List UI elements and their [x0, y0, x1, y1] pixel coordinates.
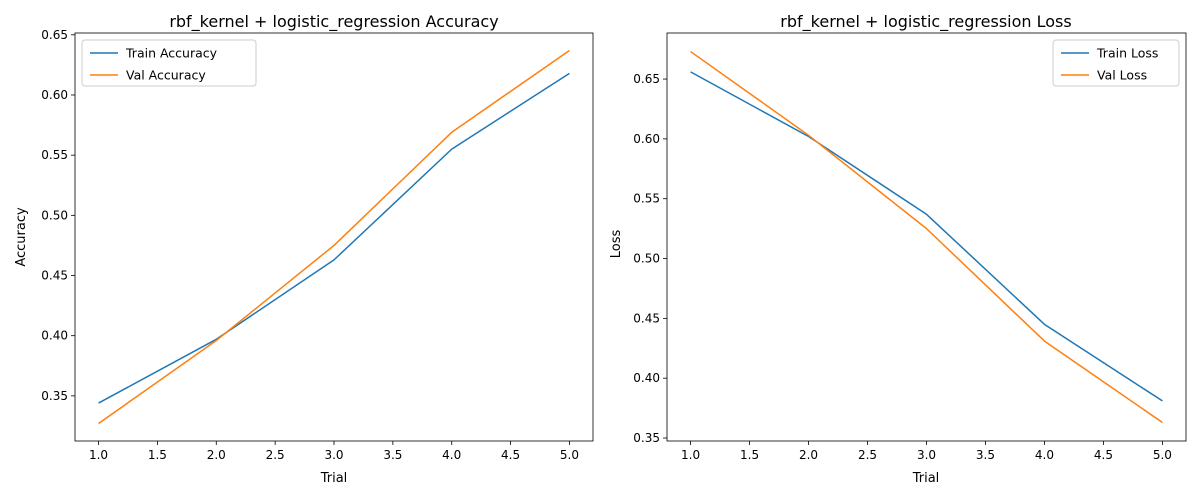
loss-y-tick-label: 0.45	[633, 311, 660, 325]
loss-x-tick-label: 1.5	[740, 448, 759, 462]
loss-x-tick-label: 3.5	[976, 448, 995, 462]
loss-chart-title: rbf_kernel + logistic_regression Loss	[780, 12, 1071, 32]
loss-legend-label-2: Val Loss	[1097, 68, 1147, 83]
accuracy-y-tick-label: 0.35	[41, 389, 68, 403]
accuracy-x-tick-label: 5.0	[560, 448, 579, 462]
loss-y-tick-label: 0.60	[633, 132, 660, 146]
accuracy-legend: Train Accuracy Val Accuracy	[81, 39, 257, 87]
loss-x-axis-label: Trial	[912, 471, 940, 486]
loss-plot-frame	[666, 32, 1187, 442]
accuracy-series-line-1	[98, 72, 570, 404]
accuracy-chart-title: rbf_kernel + logistic_regression Accurac…	[169, 12, 498, 32]
loss-x-tick-label: 3.0	[917, 448, 936, 462]
loss-x-tick-label: 2.0	[799, 448, 818, 462]
accuracy-y-tick-label: 0.55	[41, 148, 68, 162]
accuracy-y-tick-label: 0.40	[41, 329, 68, 343]
accuracy-x-tick-label: 3.0	[324, 448, 343, 462]
accuracy-x-axis-label: Trial	[320, 471, 348, 486]
loss-y-tick-label: 0.50	[633, 252, 660, 266]
accuracy-y-tick-label: 0.60	[41, 88, 68, 102]
accuracy-x-tick-label: 2.5	[266, 448, 285, 462]
loss-y-tick-label: 0.40	[633, 371, 660, 385]
accuracy-y-tick-label: 0.45	[41, 269, 68, 283]
accuracy-x-tick-label: 2.0	[207, 448, 226, 462]
loss-y-tick-label: 0.65	[633, 72, 660, 86]
loss-series-line-1	[690, 71, 1163, 402]
accuracy-plot-frame	[74, 32, 594, 442]
accuracy-x-tick-label: 4.5	[501, 448, 520, 462]
accuracy-lines	[98, 49, 570, 425]
accuracy-chart: rbf_kernel + logistic_regression Accurac…	[14, 12, 594, 486]
loss-legend: Train Loss Val Loss	[1052, 39, 1180, 87]
loss-ticks: 1.0 1.5 2.0 2.5 3.0 3.5 4.0 4.5 5.0 0.35 0.40 0.45 0…	[633, 72, 1172, 462]
accuracy-y-tick-label: 0.50	[41, 208, 68, 222]
accuracy-legend-label-1: Train Accuracy	[125, 46, 218, 61]
loss-y-axis-label: Loss	[609, 230, 624, 259]
loss-x-tick-label: 5.0	[1153, 448, 1172, 462]
loss-x-tick-label: 2.5	[858, 448, 877, 462]
accuracy-x-tick-label: 1.5	[148, 448, 167, 462]
loss-x-tick-label: 4.5	[1094, 448, 1113, 462]
accuracy-legend-box	[81, 39, 257, 87]
loss-x-tick-label: 4.0	[1035, 448, 1054, 462]
accuracy-x-tick-label: 1.0	[89, 448, 108, 462]
accuracy-y-tick-label: 0.65	[41, 28, 68, 42]
loss-plot-area	[667, 33, 1186, 441]
loss-y-tick-label: 0.35	[633, 431, 660, 445]
accuracy-series-line-2	[98, 49, 570, 425]
accuracy-x-tick-label: 4.0	[442, 448, 461, 462]
loss-y-tick-label: 0.55	[633, 192, 660, 206]
loss-series-line-2	[690, 50, 1163, 424]
loss-legend-label-1: Train Loss	[1096, 46, 1158, 61]
accuracy-y-axis-label: Accuracy	[14, 207, 29, 267]
loss-x-tick-label: 1.0	[681, 448, 700, 462]
loss-chart: rbf_kernel + logistic_regression Loss Tr…	[609, 12, 1187, 486]
accuracy-plot-area	[75, 33, 593, 441]
accuracy-ticks: 1.0 1.5 2.0 2.5 3.0 3.5 4.0 4.5 5.0 0.35 0.40 0.45 0…	[41, 28, 579, 462]
accuracy-x-tick-label: 3.5	[383, 448, 402, 462]
accuracy-legend-label-2: Val Accuracy	[126, 68, 206, 83]
loss-lines	[690, 50, 1163, 424]
